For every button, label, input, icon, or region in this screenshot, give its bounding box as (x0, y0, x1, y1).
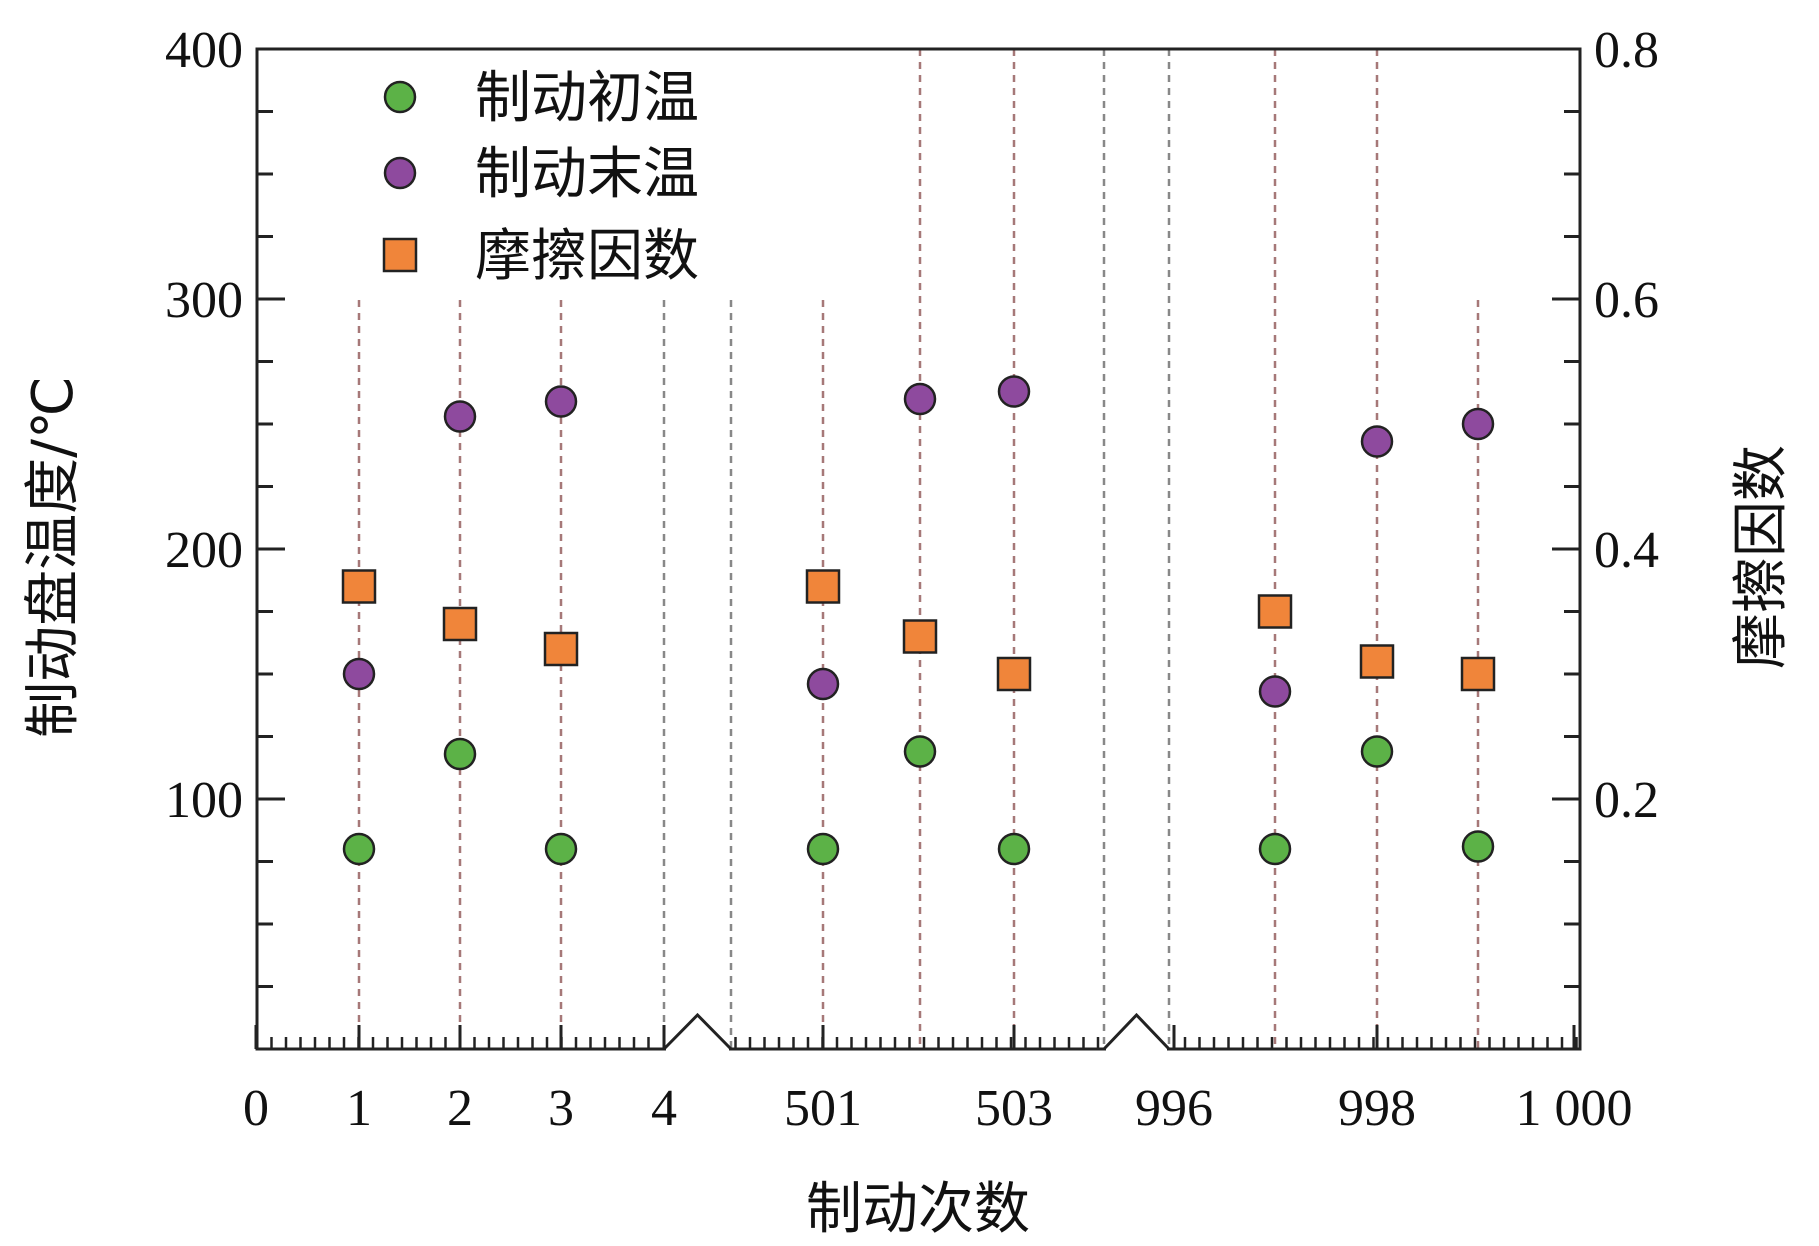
circle-point (1461, 407, 1495, 441)
circle-point (443, 400, 477, 433)
y-left-tick-label: 400 (165, 22, 243, 79)
legend-marker (382, 237, 418, 273)
circle-point (997, 375, 1031, 408)
x-tick-label: 0 (243, 1080, 269, 1137)
axis-break-symbol (1102, 1012, 1171, 1051)
square-point (902, 619, 938, 654)
series-1 (342, 735, 1495, 866)
x-tick-label: 503 (975, 1080, 1053, 1137)
x-tick-label: 4 (651, 1080, 677, 1137)
circle-point (903, 735, 937, 768)
x-tick-label: 1 (346, 1080, 372, 1137)
series-3 (341, 569, 1496, 692)
x-tick-label: 998 (1338, 1080, 1416, 1137)
circle-point (1360, 735, 1394, 768)
square-point (1257, 594, 1293, 629)
square-point (1359, 644, 1395, 679)
legend-marker (383, 80, 417, 114)
x-tick-label: 3 (548, 1080, 574, 1137)
y-axis-right-title: 摩擦因数 (1729, 445, 1794, 669)
circle-point (342, 832, 376, 866)
circle-point (1360, 425, 1394, 458)
square-point (996, 656, 1032, 692)
x-tick-label: 996 (1135, 1080, 1213, 1137)
plot-frame (255, 47, 1582, 1051)
circle-point (1461, 830, 1495, 863)
y-right-tick-label: 0.4 (1594, 522, 1659, 579)
x-tick-label: 501 (784, 1080, 862, 1137)
circle-point (544, 832, 578, 866)
legend-label: 摩擦因数 (475, 224, 699, 289)
legend-marker (383, 156, 417, 190)
y-right-tick-label: 0.8 (1594, 22, 1659, 79)
circle-point (903, 382, 937, 416)
legend-label: 制动初温 (475, 66, 699, 131)
circle-point (1258, 675, 1292, 708)
y-axis-left-title: 制动盘温度/℃ (21, 376, 86, 738)
circle-point (806, 667, 840, 701)
axis-break-symbol (662, 1012, 733, 1051)
square-point (1460, 656, 1496, 692)
y-left-tick-label: 100 (165, 772, 243, 829)
square-point (442, 606, 478, 642)
x-tick-label: 1 000 (1516, 1080, 1633, 1137)
square-point (543, 631, 579, 667)
x-axis-title: 制动次数 (806, 1177, 1030, 1242)
square-point (341, 569, 377, 604)
x-tick-label: 2 (447, 1080, 473, 1137)
y-left-tick-label: 200 (165, 522, 243, 579)
square-point (805, 569, 841, 604)
series-2 (342, 375, 1495, 708)
axes: 100 200 300 400 0.2 0.4 0.6 0.8 0 1 2 3 4 501 503 996 99… (165, 22, 1659, 1137)
grid-lines (357, 49, 1480, 1049)
data-marks (341, 375, 1496, 866)
circle-point (544, 385, 578, 418)
circle-point (1258, 832, 1292, 866)
circle-point (997, 832, 1031, 866)
circle-point (806, 832, 840, 866)
y-right-tick-label: 0.2 (1594, 772, 1659, 829)
y-right-tick-label: 0.6 (1594, 272, 1659, 329)
y-left-tick-label: 300 (165, 272, 243, 329)
legend-label: 制动末温 (475, 142, 699, 207)
circle-point (342, 657, 376, 691)
circle-point (443, 737, 477, 771)
